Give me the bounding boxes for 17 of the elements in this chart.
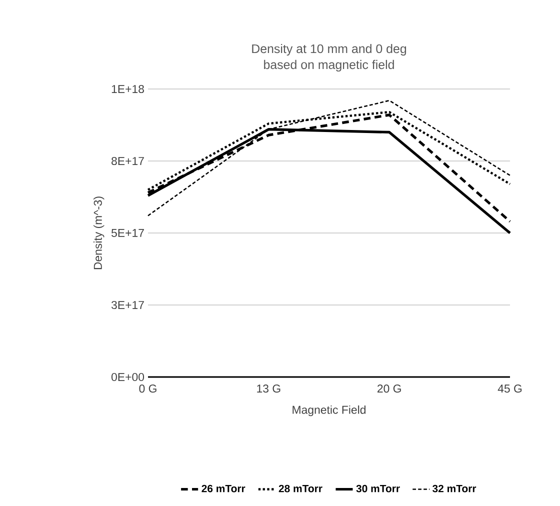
- legend-label: 30 mTorr: [356, 484, 400, 492]
- y-tick-label: 8E+17: [112, 156, 144, 166]
- x-tick-label: 45 G: [498, 384, 522, 393]
- chart-title: Density at 10 mm and 0 deg: [252, 44, 406, 56]
- legend-label: 32 mTorr: [432, 484, 476, 492]
- x-tick-label: 20 G: [377, 384, 401, 393]
- y-tick-label: 3E+17: [111, 300, 144, 310]
- x-tick-label: 0 G: [139, 384, 156, 393]
- x-axis-title: Magnetic Field: [292, 405, 366, 416]
- y-tick-label: 1E+18: [112, 84, 144, 94]
- y-axis-title: Density (m^-3): [94, 196, 104, 270]
- legend-label: 26 mTorr: [202, 484, 246, 492]
- y-tick-label: 5E+17: [111, 229, 144, 237]
- chart-subtitle: based on magnetic field: [264, 60, 394, 72]
- y-tick-label: 0E+00: [111, 372, 144, 382]
- x-tick-label: 13 G: [257, 384, 280, 393]
- legend-label: 28 mTorr: [278, 484, 322, 492]
